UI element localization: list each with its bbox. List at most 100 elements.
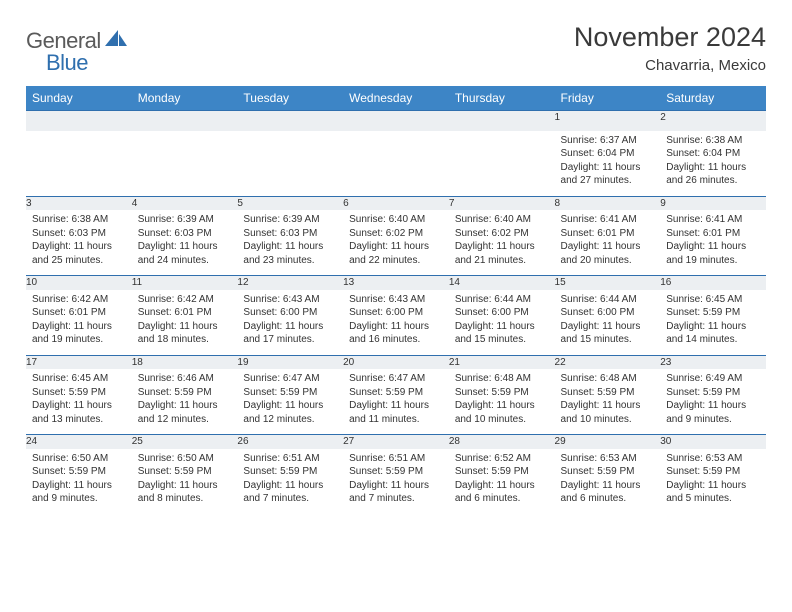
daylight-line: Daylight: 11 hours and 19 minutes. xyxy=(32,320,126,347)
daylight-line: Daylight: 11 hours and 9 minutes. xyxy=(666,399,760,426)
sunrise-line: Sunrise: 6:50 AM xyxy=(32,452,126,466)
day-number: 18 xyxy=(132,355,238,369)
daylight-line: Daylight: 11 hours and 7 minutes. xyxy=(243,479,337,506)
daylight-line: Daylight: 11 hours and 8 minutes. xyxy=(138,479,232,506)
week-daynum-row: 10111213141516 xyxy=(26,276,766,290)
sunrise-line: Sunrise: 6:37 AM xyxy=(561,134,655,148)
sunrise-line: Sunrise: 6:51 AM xyxy=(243,452,337,466)
daylight-line: Daylight: 11 hours and 6 minutes. xyxy=(561,479,655,506)
sunset-line: Sunset: 5:59 PM xyxy=(243,386,337,400)
sunrise-line: Sunrise: 6:47 AM xyxy=(349,372,443,386)
day-number: 3 xyxy=(26,196,132,210)
day-number: 26 xyxy=(237,435,343,449)
sunrise-line: Sunrise: 6:52 AM xyxy=(455,452,549,466)
sunset-line: Sunset: 5:59 PM xyxy=(243,465,337,479)
sunset-line: Sunset: 6:01 PM xyxy=(138,306,232,320)
daylight-line: Daylight: 11 hours and 24 minutes. xyxy=(138,240,232,267)
sunset-line: Sunset: 5:59 PM xyxy=(561,465,655,479)
sunrise-line: Sunrise: 6:41 AM xyxy=(666,213,760,227)
sunset-line: Sunset: 6:03 PM xyxy=(243,227,337,241)
daylight-line: Daylight: 11 hours and 17 minutes. xyxy=(243,320,337,347)
sunset-line: Sunset: 6:00 PM xyxy=(561,306,655,320)
daylight-line: Daylight: 11 hours and 7 minutes. xyxy=(349,479,443,506)
sunset-line: Sunset: 6:00 PM xyxy=(243,306,337,320)
day-header: Saturday xyxy=(660,86,766,111)
sunrise-line: Sunrise: 6:46 AM xyxy=(138,372,232,386)
sunset-line: Sunset: 5:59 PM xyxy=(349,386,443,400)
day-number: 12 xyxy=(237,276,343,290)
daylight-line: Daylight: 11 hours and 27 minutes. xyxy=(561,161,655,188)
sunrise-line: Sunrise: 6:47 AM xyxy=(243,372,337,386)
sunrise-line: Sunrise: 6:38 AM xyxy=(32,213,126,227)
header: General Blue November 2024 Chavarria, Me… xyxy=(26,22,766,74)
week-detail-row: Sunrise: 6:42 AMSunset: 6:01 PMDaylight:… xyxy=(26,290,766,356)
sunrise-line: Sunrise: 6:50 AM xyxy=(138,452,232,466)
sunset-line: Sunset: 6:02 PM xyxy=(455,227,549,241)
sunset-line: Sunset: 5:59 PM xyxy=(666,306,760,320)
day-detail-cell: Sunrise: 6:48 AMSunset: 5:59 PMDaylight:… xyxy=(555,369,661,435)
day-detail-cell: Sunrise: 6:52 AMSunset: 5:59 PMDaylight:… xyxy=(449,449,555,514)
sunrise-line: Sunrise: 6:39 AM xyxy=(243,213,337,227)
sunset-line: Sunset: 5:59 PM xyxy=(349,465,443,479)
week-detail-row: Sunrise: 6:37 AM Sunset: 6:04 PM Daylight:… xyxy=(26,131,766,197)
sunset-line: Sunset: 6:03 PM xyxy=(32,227,126,241)
week-detail-row: Sunrise: 6:38 AMSunset: 6:03 PMDaylight:… xyxy=(26,210,766,276)
brand-sail-icon xyxy=(105,30,127,53)
day-number: 6 xyxy=(343,196,449,210)
day-number: 22 xyxy=(555,355,661,369)
day-detail-cell: Sunrise: 6:47 AMSunset: 5:59 PMDaylight:… xyxy=(343,369,449,435)
day-number: 9 xyxy=(660,196,766,210)
day-detail-cell: Sunrise: 6:51 AMSunset: 5:59 PMDaylight:… xyxy=(237,449,343,514)
sunrise-line: Sunrise: 6:53 AM xyxy=(561,452,655,466)
sunrise-line: Sunrise: 6:44 AM xyxy=(455,293,549,307)
empty-day xyxy=(237,111,343,131)
day-number: 2 xyxy=(660,111,766,131)
location: Chavarria, Mexico xyxy=(574,57,766,74)
day-detail-cell: Sunrise: 6:44 AMSunset: 6:00 PMDaylight:… xyxy=(555,290,661,356)
day-number: 1 xyxy=(555,111,661,131)
day-header-row: Sunday Monday Tuesday Wednesday Thursday… xyxy=(26,86,766,111)
week-daynum-row: 3456789 xyxy=(26,196,766,210)
day-detail-cell: Sunrise: 6:51 AMSunset: 5:59 PMDaylight:… xyxy=(343,449,449,514)
daylight-line: Daylight: 11 hours and 13 minutes. xyxy=(32,399,126,426)
sunrise-line: Sunrise: 6:40 AM xyxy=(455,213,549,227)
sunset-line: Sunset: 5:59 PM xyxy=(666,465,760,479)
sunrise-line: Sunrise: 6:39 AM xyxy=(138,213,232,227)
day-number: 7 xyxy=(449,196,555,210)
daylight-line: Daylight: 11 hours and 19 minutes. xyxy=(666,240,760,267)
sunset-line: Sunset: 5:59 PM xyxy=(32,465,126,479)
day-number: 19 xyxy=(237,355,343,369)
day-detail-cell: Sunrise: 6:37 AMSunset: 6:04 PMDaylight:… xyxy=(555,131,661,197)
empty-day xyxy=(26,111,132,131)
sunset-line: Sunset: 5:59 PM xyxy=(138,386,232,400)
day-detail-cell: Sunrise: 6:42 AMSunset: 6:01 PMDaylight:… xyxy=(132,290,238,356)
calendar-page: General Blue November 2024 Chavarria, Me… xyxy=(0,0,792,514)
day-detail-cell: Sunrise: 6:39 AMSunset: 6:03 PMDaylight:… xyxy=(237,210,343,276)
day-number: 28 xyxy=(449,435,555,449)
day-number: 20 xyxy=(343,355,449,369)
daylight-line: Daylight: 11 hours and 9 minutes. xyxy=(32,479,126,506)
sunset-line: Sunset: 5:59 PM xyxy=(455,386,549,400)
sunset-line: Sunset: 6:03 PM xyxy=(138,227,232,241)
daylight-line: Daylight: 11 hours and 10 minutes. xyxy=(455,399,549,426)
day-number: 25 xyxy=(132,435,238,449)
day-header: Friday xyxy=(555,86,661,111)
sunrise-line: Sunrise: 6:44 AM xyxy=(561,293,655,307)
daylight-line: Daylight: 11 hours and 14 minutes. xyxy=(666,320,760,347)
sunset-line: Sunset: 5:59 PM xyxy=(138,465,232,479)
sunrise-line: Sunrise: 6:43 AM xyxy=(349,293,443,307)
sunset-line: Sunset: 5:59 PM xyxy=(561,386,655,400)
sunrise-line: Sunrise: 6:45 AM xyxy=(32,372,126,386)
daylight-line: Daylight: 11 hours and 6 minutes. xyxy=(455,479,549,506)
sunset-line: Sunset: 6:00 PM xyxy=(349,306,443,320)
day-detail-cell: Sunrise: 6:38 AMSunset: 6:03 PMDaylight:… xyxy=(26,210,132,276)
day-detail-cell: Sunrise: 6:43 AMSunset: 6:00 PMDaylight:… xyxy=(237,290,343,356)
daylight-line: Daylight: 11 hours and 18 minutes. xyxy=(138,320,232,347)
day-number: 15 xyxy=(555,276,661,290)
day-detail-cell: Sunrise: 6:50 AMSunset: 5:59 PMDaylight:… xyxy=(132,449,238,514)
day-number: 27 xyxy=(343,435,449,449)
day-header: Monday xyxy=(132,86,238,111)
day-detail-cell: Sunrise: 6:44 AMSunset: 6:00 PMDaylight:… xyxy=(449,290,555,356)
sunset-line: Sunset: 6:04 PM xyxy=(666,147,760,161)
brand-logo: General Blue xyxy=(26,22,127,54)
